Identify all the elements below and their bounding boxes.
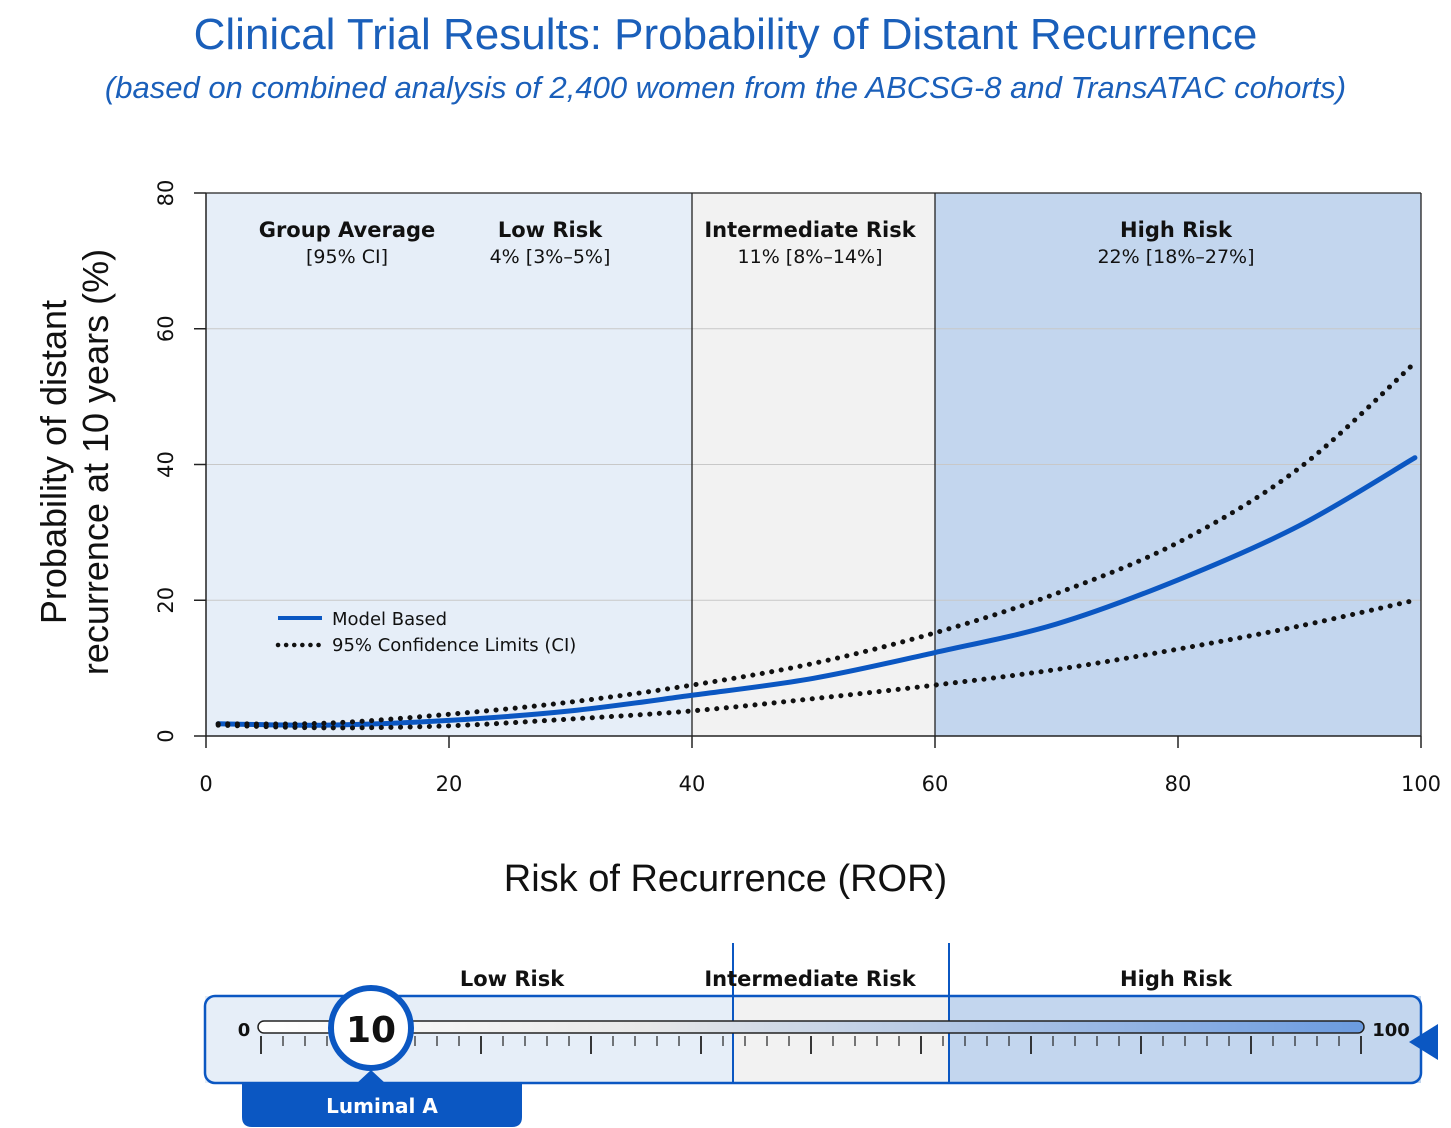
- x-axis-label: Risk of Recurrence (ROR): [503, 858, 948, 900]
- x-tick-label: 60: [922, 772, 949, 796]
- chart-title: Clinical Trial Results: Probability of D…: [193, 10, 1258, 59]
- legend-label-model: Model Based: [332, 609, 447, 630]
- legend-label-ci: 95% Confidence Limits (CI): [332, 635, 576, 656]
- subtype-label: Luminal A: [326, 1094, 438, 1118]
- y-axis-label-line1: Probability of distant: [33, 299, 74, 625]
- ror-arrow-icon: [1409, 1024, 1438, 1060]
- ror-value-marker: [328, 985, 414, 1071]
- series-line-1: [215, 360, 1418, 727]
- y-axis-label-line2: recurrence at 10 years (%): [75, 248, 116, 676]
- x-tick-label: 100: [1401, 772, 1441, 796]
- y-tick-label: 20: [154, 587, 178, 614]
- x-tick-label: 20: [436, 772, 463, 796]
- series-line-2: [215, 597, 1418, 731]
- ror-segment-bg-0: [205, 996, 733, 1083]
- ror-segment-label-1: Intermediate Risk: [704, 967, 916, 991]
- ror-segment-label-2: High Risk: [1120, 967, 1233, 991]
- region-value-2: 22% [18%–27%]: [1097, 246, 1254, 268]
- y-tick-label: 40: [154, 451, 178, 478]
- region-value-1: 11% [8%–14%]: [738, 246, 883, 268]
- y-axis-label: Probability of distant recurrence at 10 …: [33, 112, 117, 812]
- y-tick-label: 60: [154, 315, 178, 342]
- ror-segment-label-0: Low Risk: [460, 967, 565, 991]
- region-label-2: High Risk: [1120, 218, 1233, 242]
- y-tick-label: 0: [154, 729, 178, 742]
- group-average-sub: [95% CI]: [306, 246, 388, 268]
- ror-max-label: 100: [1372, 1020, 1410, 1041]
- x-tick-label: 0: [199, 772, 212, 796]
- ror-min-label: 0: [238, 1020, 251, 1041]
- chart-subtitle: (based on combined analysis of 2,400 wom…: [104, 70, 1347, 105]
- subtype-tab: [242, 1070, 522, 1127]
- ror-segment-bg-1: [733, 996, 949, 1083]
- region-label-0: Low Risk: [498, 218, 603, 242]
- region-label-1: Intermediate Risk: [704, 218, 916, 242]
- ror-value-label: 10: [346, 1010, 396, 1051]
- series-line-0: [215, 455, 1418, 728]
- x-tick-label: 80: [1165, 772, 1192, 796]
- group-average-label: Group Average: [259, 218, 436, 242]
- region-value-0: 4% [3%–5%]: [490, 246, 611, 268]
- ror-scale-track: [257, 1020, 1365, 1034]
- x-tick-label: 40: [679, 772, 706, 796]
- y-tick-label: 80: [154, 180, 178, 207]
